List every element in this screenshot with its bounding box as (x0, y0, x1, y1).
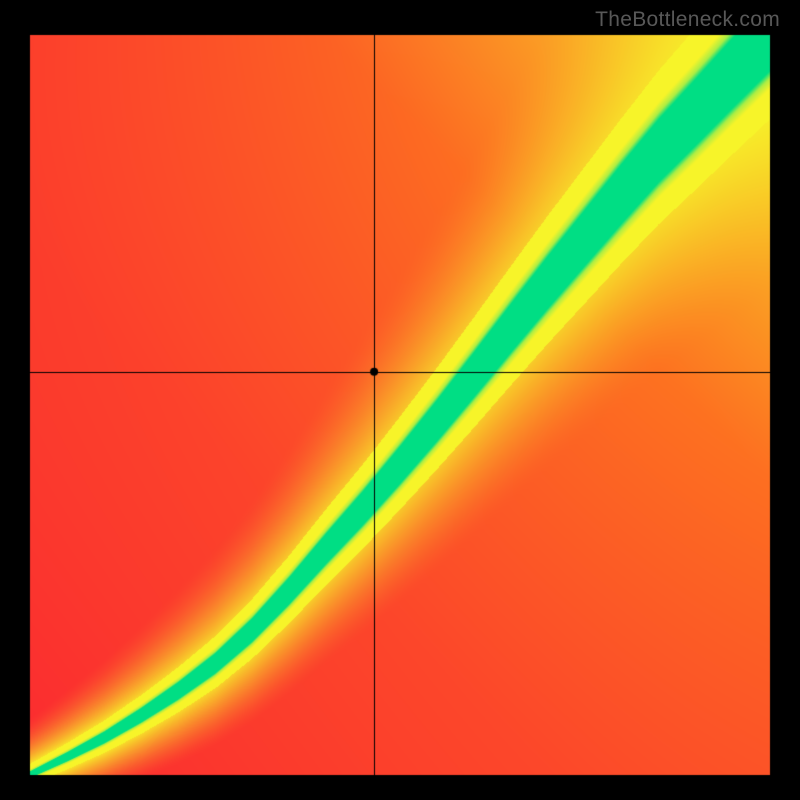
bottleneck-heatmap (0, 0, 800, 800)
watermark-text: TheBottleneck.com (595, 8, 780, 32)
